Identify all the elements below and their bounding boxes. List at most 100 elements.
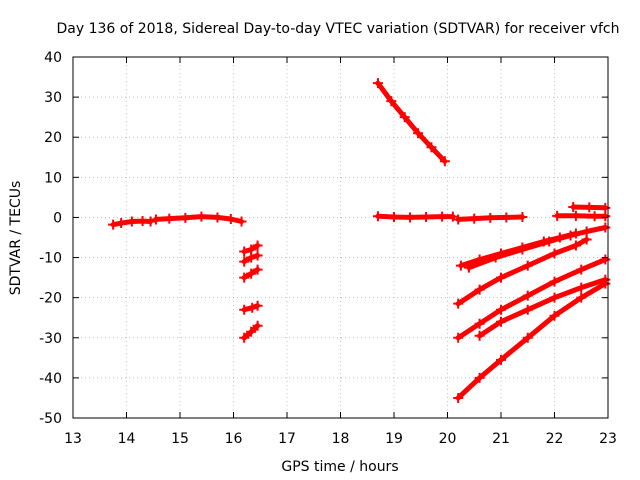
series-arc-14: [453, 254, 611, 343]
data-point: [576, 264, 587, 275]
data-point: [496, 272, 506, 283]
data-point: [517, 244, 528, 255]
x-tick-label: 21: [492, 431, 510, 447]
data-point: [600, 202, 611, 213]
y-tick-label: 40: [44, 50, 62, 66]
data-point: [474, 284, 485, 295]
series-arc-6: [239, 300, 263, 315]
data-point: [196, 211, 207, 222]
data-point: [252, 240, 263, 251]
data-point: [589, 211, 600, 222]
data-point: [584, 202, 595, 213]
x-tick-label: 22: [546, 431, 564, 447]
x-tick-label: 15: [171, 431, 189, 447]
data-point: [405, 212, 416, 223]
data-point: [439, 156, 450, 167]
data-point: [236, 216, 247, 227]
data-point: [463, 262, 474, 273]
chart-title: Day 136 of 2018, Sidereal Day-to-day VTE…: [56, 21, 619, 37]
series-arc-10: [453, 212, 528, 225]
data-point: [576, 282, 587, 293]
data-point: [522, 290, 533, 301]
data-point: [150, 214, 161, 225]
data-point: [389, 212, 399, 223]
data-point: [437, 211, 448, 222]
data-point: [247, 302, 258, 313]
x-tick-label: 19: [385, 431, 403, 447]
data-point: [485, 212, 496, 223]
series-arc-18: [568, 202, 611, 213]
data-point: [522, 304, 533, 315]
series-arc-12: [463, 222, 611, 273]
data-series: [108, 78, 611, 403]
data-point: [116, 218, 127, 229]
y-tick-label: 20: [44, 130, 62, 146]
data-point: [447, 211, 458, 222]
x-tick-label: 18: [332, 431, 350, 447]
data-point: [600, 254, 611, 265]
data-point: [212, 212, 223, 223]
data-point: [164, 213, 175, 224]
data-point: [252, 300, 263, 311]
data-point: [239, 256, 250, 267]
data-point: [421, 212, 432, 223]
data-point: [469, 213, 480, 224]
data-point: [570, 240, 581, 251]
data-point: [549, 292, 560, 303]
data-point: [145, 216, 156, 227]
data-point: [239, 272, 250, 283]
data-point: [246, 252, 257, 263]
data-point: [246, 268, 257, 279]
data-point: [549, 248, 560, 259]
x-tick-label: 17: [278, 431, 296, 447]
data-point: [568, 202, 579, 213]
data-point: [239, 246, 250, 257]
data-point: [413, 128, 424, 139]
y-tick-label: -50: [39, 411, 62, 427]
data-point: [239, 332, 250, 343]
data-point: [496, 316, 506, 327]
data-point: [600, 222, 611, 233]
data-point: [570, 210, 581, 221]
y-tick-label: 0: [53, 210, 62, 226]
data-point: [426, 142, 437, 153]
y-tick-label: -10: [39, 251, 62, 267]
data-point: [252, 264, 263, 275]
data-point: [252, 320, 263, 331]
data-point: [517, 212, 528, 223]
data-point: [180, 212, 191, 223]
data-point: [549, 310, 560, 321]
data-point: [372, 78, 383, 89]
series-arc-17: [552, 210, 611, 222]
data-point: [581, 234, 592, 245]
data-point: [108, 219, 119, 230]
data-point: [565, 230, 576, 241]
data-point: [246, 326, 257, 337]
data-point: [225, 214, 236, 225]
data-point: [496, 304, 506, 315]
y-tick-label: 10: [44, 170, 62, 186]
y-tick-label: -30: [39, 331, 62, 347]
data-point: [399, 112, 410, 123]
data-point: [600, 278, 611, 289]
axis-ticks: 13 14 15 16 17 18 19 20 21 22 23 -50 -40 -30 -20 -10 0 10…: [39, 50, 617, 447]
data-point: [386, 96, 397, 107]
series-arc-1: [108, 216, 156, 230]
data-point: [453, 214, 464, 225]
data-point: [126, 216, 137, 227]
data-point: [522, 332, 533, 343]
series-arc-2: [150, 211, 247, 227]
x-tick-label: 13: [64, 431, 82, 447]
data-point: [455, 260, 466, 271]
y-tick-label: -40: [39, 371, 62, 387]
series-arc-9: [372, 211, 458, 223]
series-arc-5: [239, 264, 263, 283]
data-point: [239, 304, 250, 315]
data-point: [474, 318, 485, 329]
data-point: [474, 330, 485, 341]
series-line: [477, 277, 608, 339]
data-point: [549, 276, 560, 287]
data-point: [252, 250, 263, 261]
x-tick-label: 20: [439, 431, 457, 447]
